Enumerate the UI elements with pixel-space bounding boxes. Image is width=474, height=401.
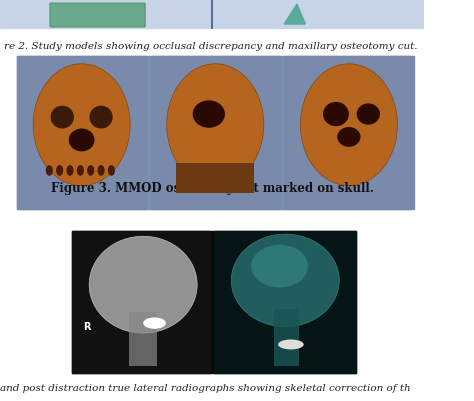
- Bar: [17, 56, 146, 209]
- Text: re 2. Study models showing occlusal discrepancy and maxillary osteotomy cut.: re 2. Study models showing occlusal disc…: [4, 42, 418, 51]
- Ellipse shape: [251, 245, 308, 288]
- Bar: [176, 163, 254, 193]
- Ellipse shape: [98, 165, 105, 176]
- Ellipse shape: [108, 165, 115, 176]
- Ellipse shape: [46, 165, 53, 176]
- Ellipse shape: [356, 103, 380, 125]
- Ellipse shape: [51, 106, 74, 129]
- Bar: [72, 231, 356, 373]
- Bar: [214, 231, 356, 373]
- Ellipse shape: [87, 165, 94, 176]
- Bar: [17, 56, 411, 209]
- Ellipse shape: [143, 318, 166, 329]
- Text: and post distraction true lateral radiographs showing skeletal correction of th: and post distraction true lateral radiog…: [0, 384, 410, 393]
- Polygon shape: [284, 4, 305, 24]
- Bar: [284, 56, 414, 209]
- Ellipse shape: [167, 64, 264, 186]
- Ellipse shape: [192, 100, 225, 128]
- Ellipse shape: [323, 102, 349, 126]
- Ellipse shape: [69, 129, 95, 152]
- Bar: [151, 56, 280, 209]
- FancyBboxPatch shape: [50, 3, 145, 27]
- Ellipse shape: [56, 165, 63, 176]
- Text: R: R: [83, 322, 90, 332]
- Bar: [129, 312, 157, 366]
- Bar: [274, 309, 300, 366]
- Bar: [72, 231, 210, 373]
- Ellipse shape: [66, 165, 73, 176]
- Ellipse shape: [278, 340, 304, 349]
- Text: Figure 3. MMOD osteotomy cut marked on skull.: Figure 3. MMOD osteotomy cut marked on s…: [51, 182, 374, 195]
- Ellipse shape: [90, 106, 113, 129]
- Ellipse shape: [231, 234, 339, 327]
- Ellipse shape: [89, 236, 197, 333]
- Ellipse shape: [33, 64, 130, 186]
- Ellipse shape: [77, 165, 84, 176]
- Ellipse shape: [337, 127, 361, 147]
- Ellipse shape: [301, 64, 397, 186]
- Bar: [0, 0, 424, 28]
